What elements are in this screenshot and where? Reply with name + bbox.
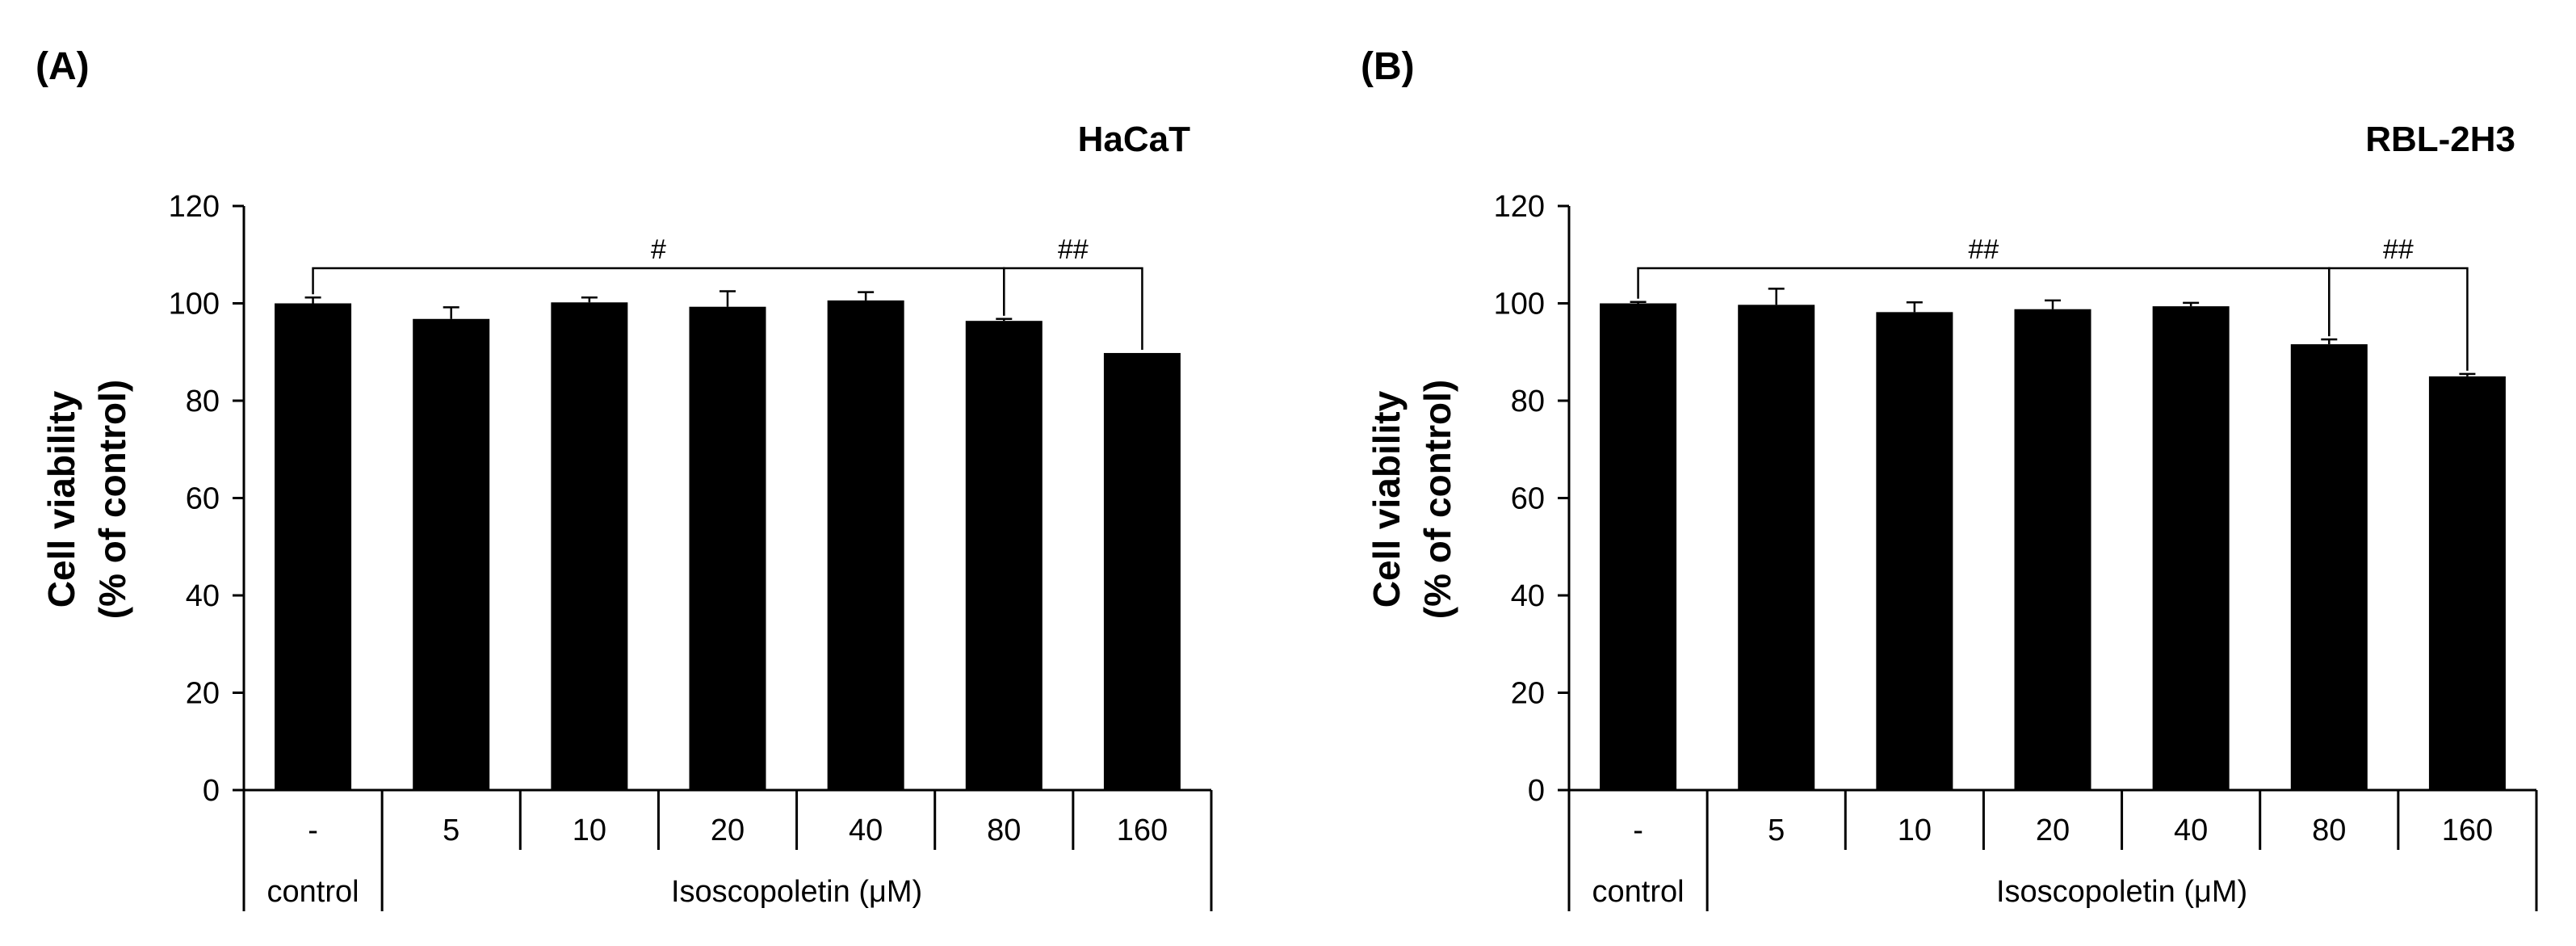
bar [1876, 312, 1953, 791]
bar [551, 302, 628, 790]
x-category-label: 5 [1768, 814, 1785, 847]
y-tick-label: 0 [1528, 774, 1545, 808]
y-tick-label: 0 [203, 774, 220, 808]
y-tick-label: 20 [1511, 677, 1545, 711]
chart-title: HaCaT [1078, 120, 1190, 159]
y-tick-label: 120 [1494, 190, 1545, 224]
significance-label: ## [1969, 234, 1999, 265]
chart-title: RBL-2H3 [2365, 120, 2515, 159]
x-category-label: 10 [1898, 814, 1932, 847]
bar [1738, 305, 1815, 790]
x-category-label: - [308, 814, 318, 847]
x-category-label: 160 [1117, 814, 1168, 847]
x-category-label: 10 [573, 814, 606, 847]
significance-label: ## [1058, 234, 1089, 265]
x-category-label: 160 [2442, 814, 2493, 847]
panel-label: (A) [36, 45, 90, 88]
y-axis-label-line2: (% of control) [1416, 380, 1458, 619]
bar [965, 321, 1043, 790]
panel-label: (B) [1361, 45, 1415, 88]
group-label-treatment: Isoscopoletin (μM) [1996, 875, 2247, 909]
y-axis-label-line1: Cell viability [1366, 390, 1408, 608]
y-axis-label-line2: (% of control) [91, 380, 133, 619]
bar [2290, 344, 2368, 790]
significance-bracket [2328, 267, 2469, 371]
y-tick-label: 60 [186, 482, 220, 516]
x-category-label: 80 [987, 814, 1021, 847]
group-label-control: control [1592, 875, 1684, 909]
group-label-control: control [267, 875, 359, 909]
y-tick-label: 40 [1511, 579, 1545, 613]
x-category-label: 80 [2312, 814, 2346, 847]
bar [2428, 376, 2506, 790]
y-tick-label: 40 [186, 579, 220, 613]
x-category-label: 40 [849, 814, 883, 847]
bar [1103, 352, 1181, 791]
y-tick-label: 20 [186, 677, 220, 711]
bar [1600, 303, 1677, 790]
y-tick-label: 60 [1511, 482, 1545, 516]
significance-label: ## [2383, 234, 2414, 265]
y-tick-label: 100 [1494, 288, 1545, 322]
group-label-treatment: Isoscopoletin (μM) [671, 875, 922, 909]
x-category-label: 20 [711, 814, 745, 847]
significance-label: # [651, 234, 666, 265]
bar [2014, 309, 2091, 791]
x-category-label: - [1633, 814, 1643, 847]
x-category-label: 20 [2036, 814, 2070, 847]
y-tick-label: 120 [169, 190, 220, 224]
x-category-label: 40 [2174, 814, 2208, 847]
bar [413, 318, 490, 790]
bar [275, 303, 352, 790]
y-axis-label-line1: Cell viability [40, 390, 82, 608]
bar [689, 306, 766, 790]
y-tick-label: 80 [186, 385, 220, 418]
significance-bracket [1003, 267, 1143, 350]
x-category-label: 5 [443, 814, 459, 847]
bar [827, 300, 904, 790]
y-tick-label: 80 [1511, 385, 1545, 418]
bar [2152, 306, 2230, 790]
y-tick-label: 100 [169, 288, 220, 322]
